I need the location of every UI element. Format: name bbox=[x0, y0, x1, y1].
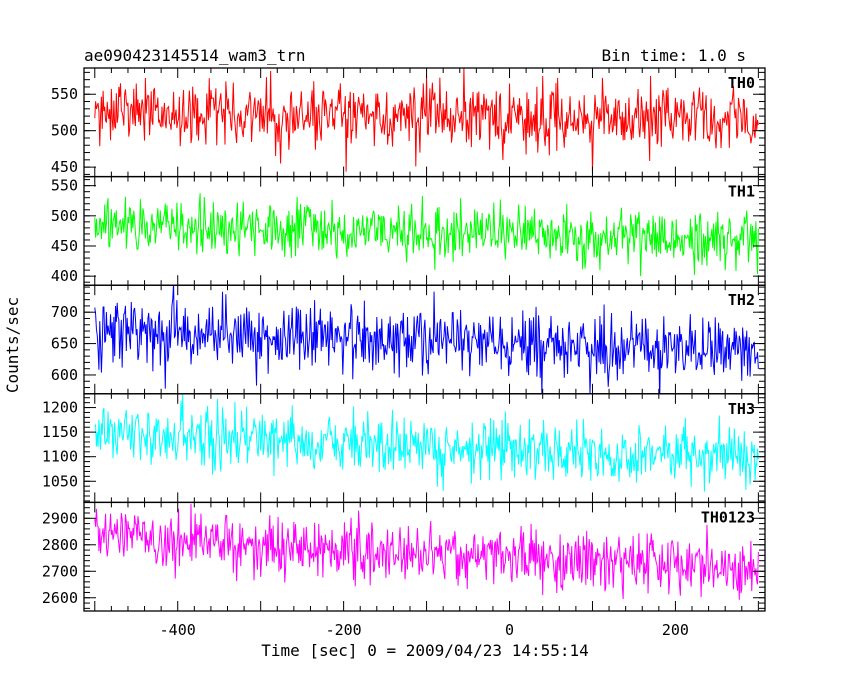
series-line-th0123 bbox=[94, 503, 759, 600]
y-tick-label: 400 bbox=[51, 267, 78, 285]
y-tick-label: 2600 bbox=[42, 589, 78, 607]
panels-group: 450 500 550 TH0 400 450 500 550 TH1 600 650 700 TH2 1… bbox=[42, 67, 766, 639]
x-tick-label: 0 bbox=[505, 621, 514, 639]
x-axis-label: Time [sec] 0 = 2009/04/23 14:55:14 bbox=[261, 641, 589, 660]
panel-th1: 400 450 500 550 TH1 bbox=[51, 175, 766, 286]
y-tick-label: 550 bbox=[51, 177, 78, 195]
series-line-th3 bbox=[94, 394, 759, 492]
chart-subtitle: Bin time: 1.0 s bbox=[602, 46, 747, 65]
y-tick-label: 1100 bbox=[42, 448, 78, 466]
panel-th0123: 2600 2700 2800 2900 TH0123 bbox=[42, 501, 766, 612]
y-tick-label: 1200 bbox=[42, 399, 78, 417]
y-tick-label: 500 bbox=[51, 207, 78, 225]
y-tick-label: 2900 bbox=[42, 509, 78, 527]
panel-label: TH1 bbox=[728, 183, 755, 201]
y-tick-label: 600 bbox=[51, 366, 78, 384]
panel-label: TH3 bbox=[728, 400, 755, 418]
series-line-th0 bbox=[94, 68, 759, 173]
chart-title: ae090423145514_wam3_trn bbox=[84, 46, 306, 65]
series-line-th1 bbox=[94, 193, 759, 277]
y-tick-label: 1150 bbox=[42, 423, 78, 441]
y-tick-label: 550 bbox=[51, 85, 78, 103]
panel-label: TH0123 bbox=[701, 508, 755, 526]
y-tick-label: 450 bbox=[51, 237, 78, 255]
y-axis-label: Counts/sec bbox=[3, 297, 22, 393]
x-tick-label: -200 bbox=[326, 621, 362, 639]
panel-label: TH0 bbox=[728, 74, 755, 92]
panel-th0: 450 500 550 TH0 bbox=[51, 67, 766, 178]
panel-label: TH2 bbox=[728, 291, 755, 309]
y-tick-label: 2800 bbox=[42, 536, 78, 554]
y-tick-label: 450 bbox=[51, 158, 78, 176]
panel-th3: 1050 1100 1150 1200 TH3 bbox=[42, 393, 766, 504]
y-tick-label: 1050 bbox=[42, 472, 78, 490]
y-tick-label: 650 bbox=[51, 335, 78, 353]
x-tick-label: 200 bbox=[662, 621, 689, 639]
panel-frame bbox=[83, 501, 766, 612]
series-line-th2 bbox=[94, 285, 759, 394]
y-tick-label: 500 bbox=[51, 122, 78, 140]
y-tick-label: 2700 bbox=[42, 562, 78, 580]
x-tick-label: -400 bbox=[160, 621, 196, 639]
y-tick-label: 700 bbox=[51, 303, 78, 321]
panel-th2: 600 650 700 TH2 bbox=[51, 284, 766, 395]
